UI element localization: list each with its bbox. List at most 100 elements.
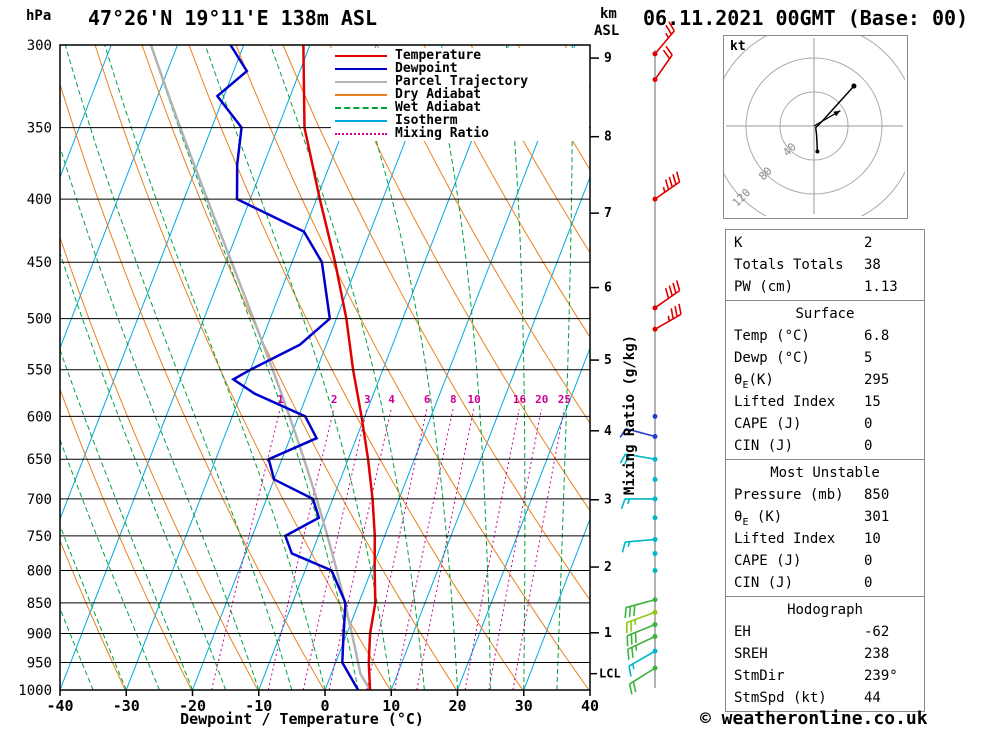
table-row: CAPE (J) 0: [734, 416, 873, 432]
hodograph: 120 80 40 kt: [711, 23, 917, 229]
legend-line-sample: [335, 94, 387, 96]
table-row: Totals Totals 38: [734, 257, 881, 273]
table-row: SREH 238: [734, 646, 890, 662]
most-unstable-table-title: Most Unstable: [770, 465, 880, 481]
table-row: StmSpd (kt) 44: [734, 690, 881, 706]
svg-text:2: 2: [331, 393, 338, 406]
svg-text:30: 30: [515, 697, 533, 715]
table-row: EH -62: [734, 624, 890, 640]
table-row: Lifted Index 15: [734, 394, 881, 410]
svg-text:950: 950: [27, 656, 52, 672]
svg-text:4: 4: [604, 424, 612, 439]
copyright: © weatheronline.co.uk: [700, 708, 928, 729]
table-row: PW (cm) 1.13: [734, 279, 898, 295]
table-row: CIN (J) 0: [734, 438, 873, 454]
svg-text:300: 300: [27, 38, 52, 54]
svg-text:1000: 1000: [18, 683, 52, 699]
svg-text:600: 600: [27, 409, 52, 425]
legend-item: Dewpoint: [331, 62, 589, 75]
table-row: θE(K) 295: [734, 372, 890, 391]
table-row: Dewp (°C) 5: [734, 350, 873, 366]
svg-text:25: 25: [558, 393, 571, 406]
legend-line-sample: [335, 133, 387, 135]
altitude-unit-asl: ASL: [594, 23, 620, 39]
svg-text:-30: -30: [113, 697, 140, 715]
svg-text:0: 0: [320, 697, 329, 715]
svg-text:10: 10: [382, 697, 400, 715]
svg-text:40: 40: [581, 697, 599, 715]
svg-text:400: 400: [27, 192, 52, 208]
surface-table-title: Surface: [795, 306, 855, 322]
svg-text:-20: -20: [179, 697, 206, 715]
station-title: 47°26'N 19°11'E 138m ASL: [88, 6, 377, 30]
svg-text:1: 1: [604, 626, 612, 641]
table-row: CAPE (J) 0: [734, 553, 873, 569]
legend-line-sample: [335, 120, 387, 122]
legend-item: Isotherm: [331, 114, 589, 127]
surface-table: Surface Temp (°C) 6.8 Dewp (°C) 5 θE(K) 295…: [725, 300, 925, 460]
mixing-ratio-axis-label: Mixing Ratio (g/kg): [622, 334, 638, 496]
svg-text:1: 1: [277, 393, 284, 406]
legend-item: Wet Adiabat: [331, 101, 589, 114]
svg-text:900: 900: [27, 627, 52, 643]
svg-text:8: 8: [450, 393, 457, 406]
svg-text:700: 700: [27, 492, 52, 508]
datetime-label: 06.11.2021 00GMT (Base: 00): [643, 6, 969, 30]
svg-text:350: 350: [27, 121, 52, 137]
svg-text:-10: -10: [245, 697, 272, 715]
table-row: Pressure (mb) 850: [734, 487, 890, 503]
svg-text:7: 7: [604, 206, 612, 221]
legend-line-sample: [335, 81, 387, 83]
svg-text:10: 10: [468, 393, 481, 406]
most-unstable-table: Most Unstable Pressure (mb) 850 θE (K) 301…: [725, 459, 925, 597]
svg-text:650: 650: [27, 452, 52, 468]
svg-text:550: 550: [27, 363, 52, 379]
svg-text:16: 16: [513, 393, 527, 406]
hodograph-plot: 120 80 40: [711, 23, 917, 229]
svg-text:850: 850: [27, 596, 52, 612]
pressure-unit-label: hPa: [26, 8, 52, 24]
svg-text:2: 2: [604, 560, 612, 575]
svg-text:40: 40: [780, 140, 799, 159]
table-row: Temp (°C) 6.8: [734, 328, 890, 344]
svg-text:120: 120: [730, 186, 753, 209]
svg-text:800: 800: [27, 563, 52, 579]
table-row: θE (K) 301: [734, 509, 890, 528]
altitude-unit-km: km: [600, 6, 617, 22]
table-row: StmDir 239°: [734, 668, 898, 684]
chart-legend: Temperature Dewpoint Parcel Trajectory D…: [331, 48, 589, 141]
svg-text:-40: -40: [46, 697, 73, 715]
svg-text:3: 3: [364, 393, 371, 406]
table-row: Lifted Index 10: [734, 531, 881, 547]
svg-text:8: 8: [604, 130, 612, 145]
legend-line-sample: [335, 68, 387, 70]
table-row: CIN (J) 0: [734, 575, 873, 591]
legend-line-sample: [335, 107, 387, 109]
svg-text:6: 6: [604, 281, 612, 296]
svg-text:500: 500: [27, 312, 52, 328]
hodograph-unit-label: kt: [730, 39, 746, 54]
legend-item: Temperature: [331, 49, 589, 62]
svg-text:4: 4: [388, 393, 395, 406]
legend-item: Dry Adiabat: [331, 88, 589, 101]
legend-item: Mixing Ratio: [331, 127, 589, 140]
svg-text:750: 750: [27, 529, 52, 545]
svg-text:20: 20: [535, 393, 548, 406]
hodograph-table-title: Hodograph: [787, 602, 863, 618]
hodograph-table: Hodograph EH -62 SREH 238 StmDir 239° StmSp…: [725, 596, 925, 712]
svg-text:5: 5: [604, 353, 612, 368]
sounding-chart: 300 350 400 450 500 550 600 650 700 750 800 850 900 9…: [18, 21, 682, 728]
svg-text:LCL: LCL: [599, 667, 621, 681]
svg-text:450: 450: [27, 255, 52, 271]
svg-text:80: 80: [756, 164, 775, 183]
legend-item: Parcel Trajectory: [331, 75, 589, 88]
svg-text:6: 6: [424, 393, 431, 406]
svg-text:Dewpoint / Temperature (°C): Dewpoint / Temperature (°C): [180, 710, 424, 728]
svg-text:3: 3: [604, 493, 612, 508]
legend-line-sample: [335, 55, 387, 57]
svg-text:20: 20: [448, 697, 466, 715]
